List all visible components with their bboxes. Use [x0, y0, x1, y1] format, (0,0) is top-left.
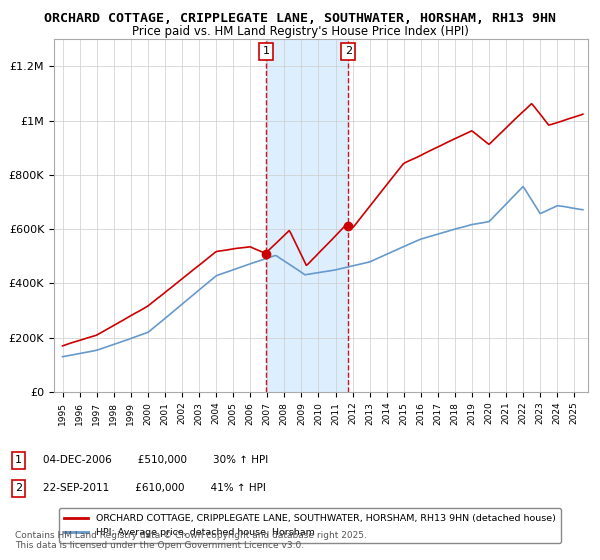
Text: 22-SEP-2011        £610,000        41% ↑ HPI: 22-SEP-2011 £610,000 41% ↑ HPI — [43, 483, 266, 493]
Text: 1: 1 — [262, 46, 269, 57]
Bar — [266, 39, 348, 392]
Text: ORCHARD COTTAGE, CRIPPLEGATE LANE, SOUTHWATER, HORSHAM, RH13 9HN: ORCHARD COTTAGE, CRIPPLEGATE LANE, SOUTH… — [44, 12, 556, 25]
Text: 04-DEC-2006        £510,000        30% ↑ HPI: 04-DEC-2006 £510,000 30% ↑ HPI — [43, 455, 268, 465]
Legend: ORCHARD COTTAGE, CRIPPLEGATE LANE, SOUTHWATER, HORSHAM, RH13 9HN (detached house: ORCHARD COTTAGE, CRIPPLEGATE LANE, SOUTH… — [59, 508, 561, 543]
Text: Price paid vs. HM Land Registry's House Price Index (HPI): Price paid vs. HM Land Registry's House … — [131, 25, 469, 38]
Text: 1: 1 — [15, 455, 22, 465]
Text: Contains HM Land Registry data © Crown copyright and database right 2025.
This d: Contains HM Land Registry data © Crown c… — [15, 531, 367, 550]
Text: 2: 2 — [345, 46, 352, 57]
Text: 2: 2 — [15, 483, 22, 493]
